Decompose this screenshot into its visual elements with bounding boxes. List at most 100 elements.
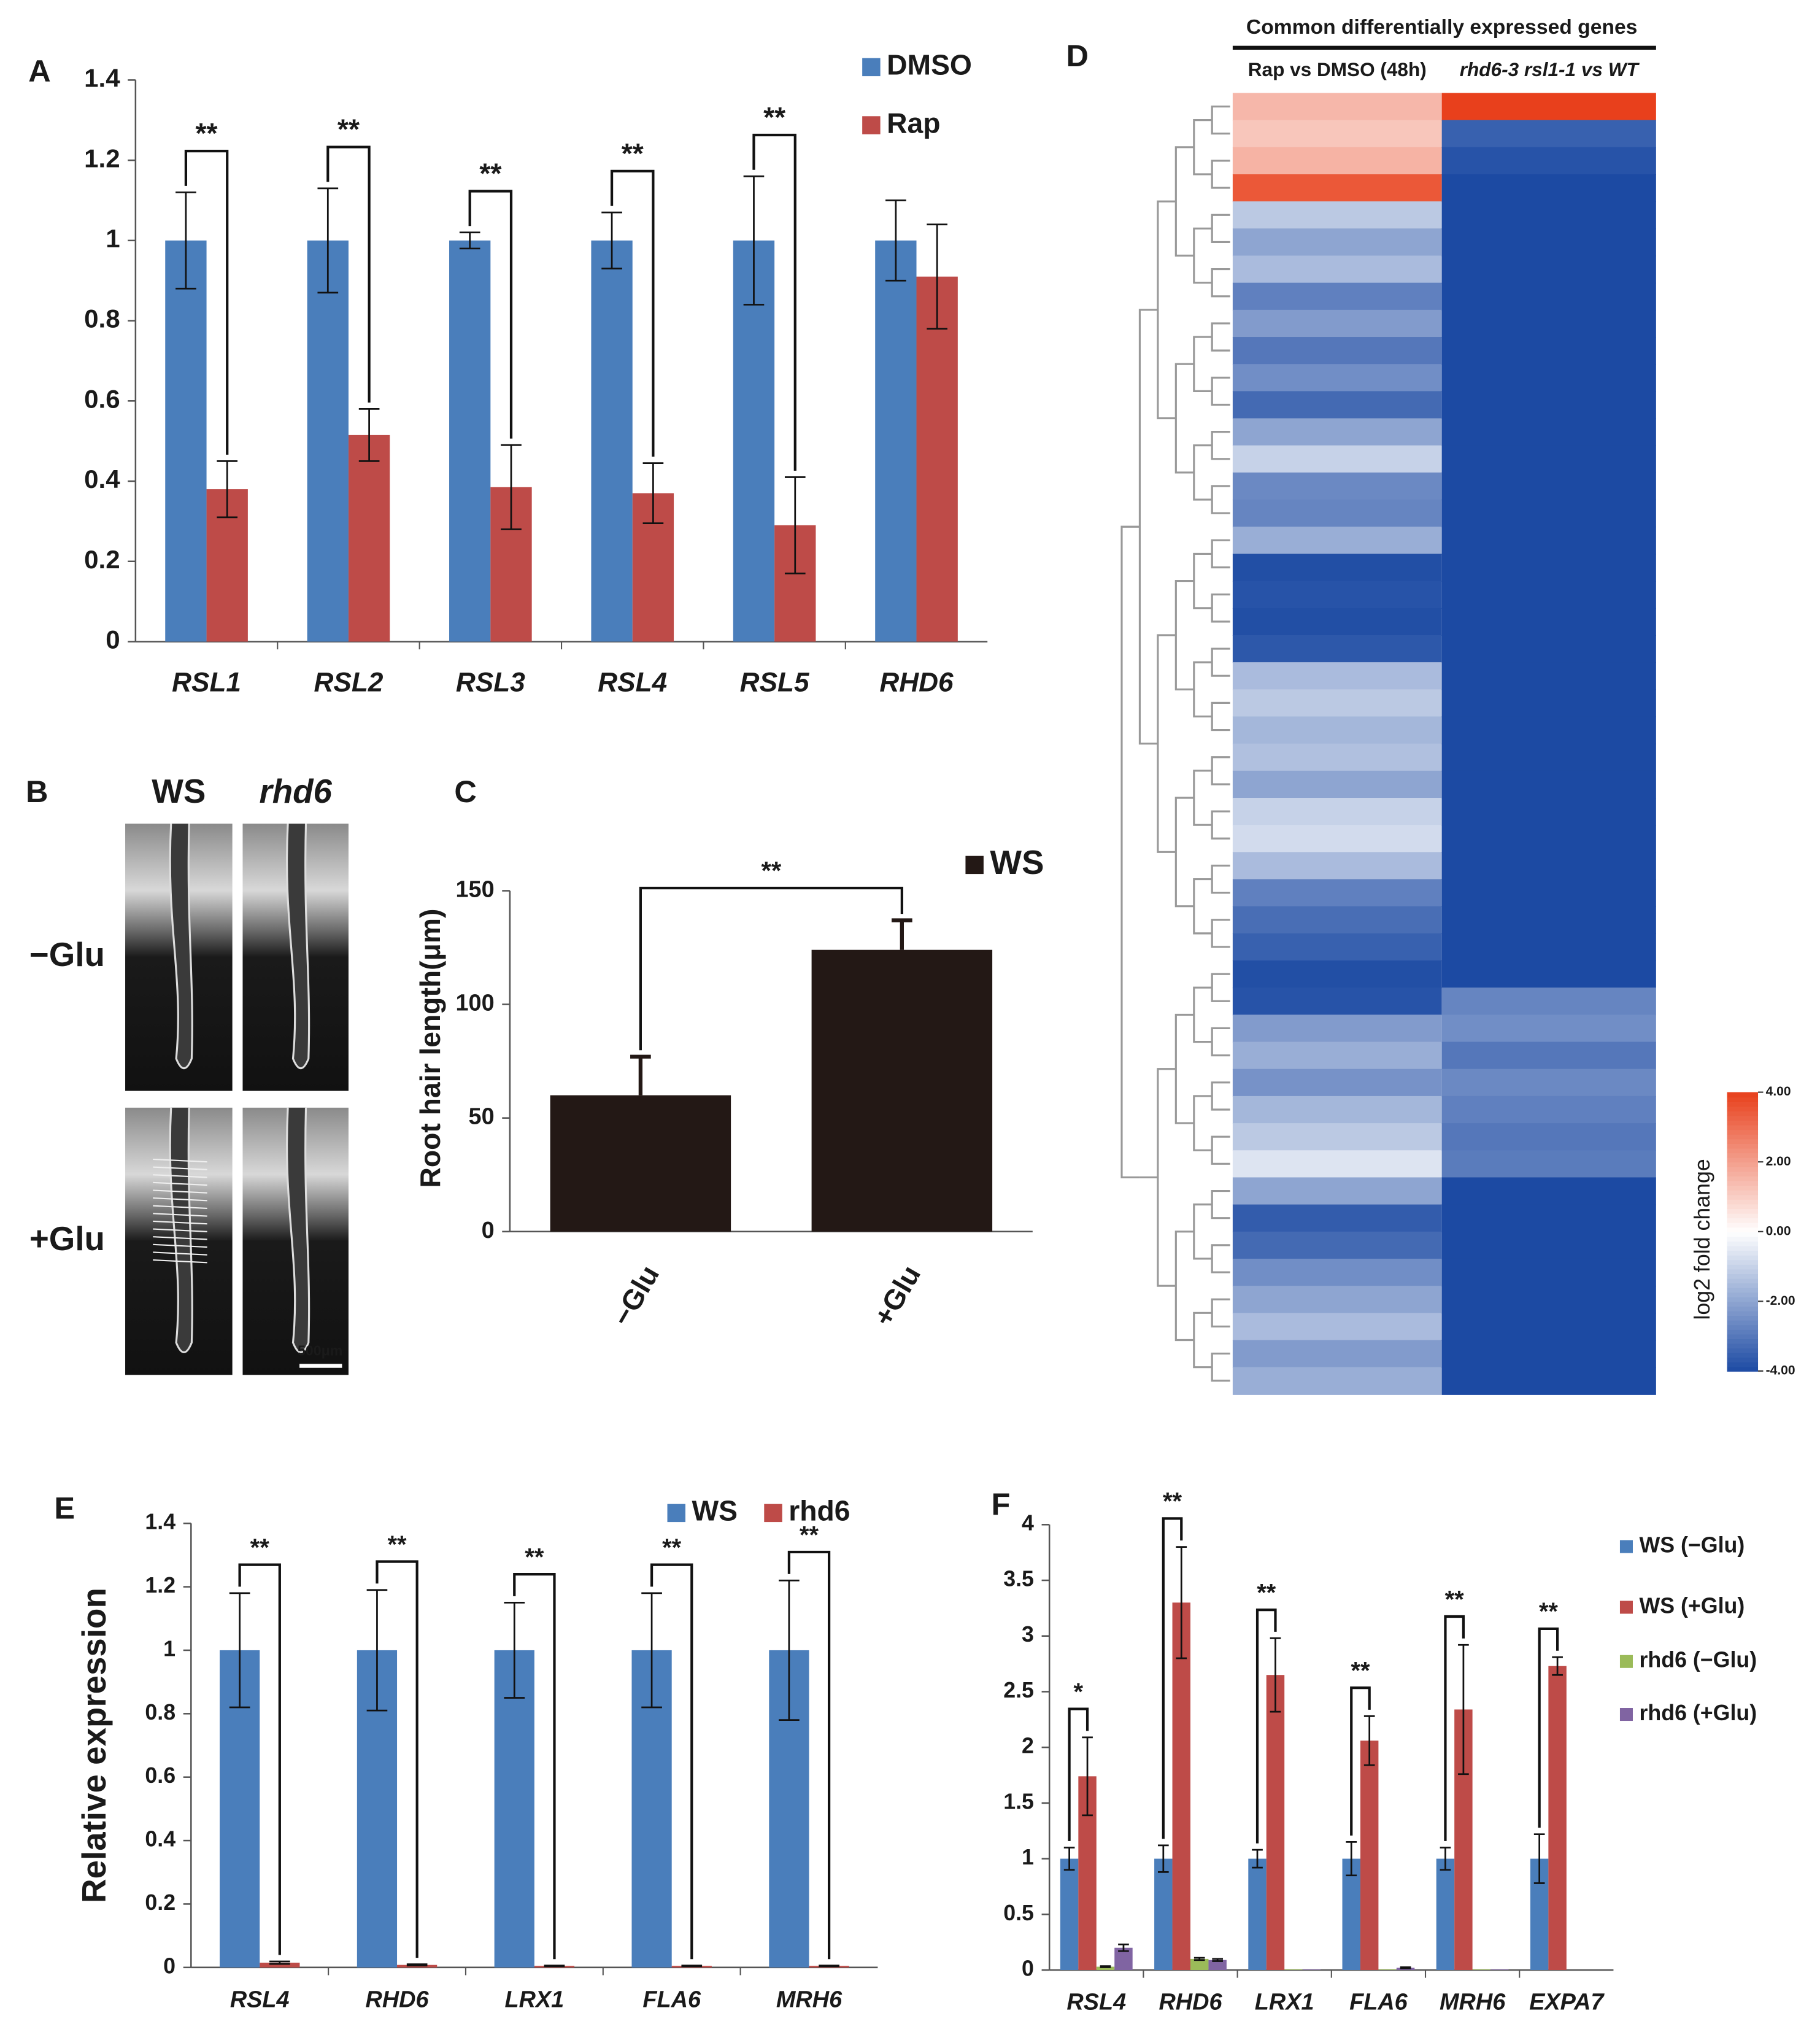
bar [1248,1858,1267,1971]
y-tick-label: 0.8 [145,1700,175,1725]
dendrogram [1211,160,1230,189]
heatmap-cell [1441,500,1656,528]
heatmap-cell [1441,1286,1656,1314]
x-tick-label: LRX1 [1255,1990,1314,2015]
x-tick-label: RHD6 [366,1987,430,2013]
x-tick-label: RSL4 [598,668,667,698]
column-label: WS [152,772,206,810]
dendrogram [1211,864,1230,894]
heatmap-cell [1441,554,1656,582]
x-tick-label: RSL4 [230,1987,290,2013]
colorbar-step [1727,1218,1759,1223]
y-tick-label: 4 [1022,1511,1034,1536]
root-hair [153,1189,207,1194]
heatmap-cell [1441,201,1656,230]
error-bar [501,444,522,530]
colorbar-step [1727,1101,1759,1107]
legend-swatch [667,1504,685,1523]
colorbar-step [1727,1213,1759,1219]
legend-label: WS [990,843,1044,881]
x-tick-label: MRH6 [1440,1990,1506,2015]
error-bar [1063,1847,1075,1871]
heatmap-cell [1441,1123,1656,1151]
colorbar-step [1727,1296,1759,1302]
heatmap-cell [1232,201,1442,230]
x-tick-label: RHD6 [1159,1990,1222,2015]
heatmap-cell [1441,581,1656,609]
bar [1342,1858,1360,1971]
heatmap-cell [1441,770,1656,799]
heatmap-cell [1232,1095,1442,1124]
colorbar-step [1727,1227,1759,1232]
heatmap-cell [1232,174,1442,203]
legend-label: DMSO [887,49,972,81]
scale-bar-label: 500μm [298,1343,342,1359]
heatmap-cell [1232,1204,1442,1232]
significance-bracket [1255,1608,1277,1844]
significance-bracket [787,1550,831,1960]
x-tick-label: −Glu [606,1260,665,1331]
dendrogram [1211,593,1230,623]
dendrogram [1174,1013,1194,1124]
heatmap-cell [1441,93,1656,121]
error-bar [1363,1715,1375,1766]
panel-label: B [26,774,48,809]
heatmap-cell [1232,933,1442,962]
colorbar-step [1727,1319,1759,1326]
x-tick-label: FLA6 [642,1987,701,2013]
heatmap-cell [1232,987,1442,1016]
heatmap-cell [1232,418,1442,446]
dendrogram [1174,363,1194,474]
error-bar [743,175,765,306]
bar [260,1963,300,1968]
colorbar-step [1727,1106,1759,1111]
heatmap-cell [1441,852,1656,880]
y-tick-label: 100 [455,991,494,1016]
y-tick-label: 0.6 [145,1763,175,1788]
significance-label: ** [763,101,785,133]
heatmap-cell [1441,1095,1656,1124]
y-tick-label: 2 [1022,1734,1034,1758]
legend-swatch [862,58,881,77]
heatmap-cell [1441,1014,1656,1043]
colorbar-step [1727,1292,1759,1297]
bar [1266,1675,1285,1971]
error-bar [175,191,196,290]
heatmap-cell [1441,608,1656,636]
y-tick-label: 0 [482,1218,495,1243]
heatmap-cell [1232,1313,1442,1341]
heatmap-cell [1441,255,1656,284]
colorbar-step [1727,1138,1759,1144]
heatmap-cell [1232,364,1442,392]
significance-bracket [238,1563,281,1955]
column-label: rhd6 [259,772,332,810]
significance-label: ** [1163,1488,1182,1515]
colorbar-step [1727,1120,1759,1126]
heatmap-cell [1441,1313,1656,1341]
significance-bracket [1350,1686,1371,1836]
dendrogram [1174,797,1194,908]
root [286,1107,310,1353]
bar [1548,1666,1567,1971]
heatmap-cell [1441,879,1656,907]
y-tick-label: 1 [106,224,120,253]
significance-bracket [184,150,229,455]
y-tick-label: 1 [1022,1845,1034,1869]
colorbar-step [1727,1250,1759,1256]
significance-bracket [468,190,513,439]
column-label: rhd6-3 rsl1-1 vs WT [1460,58,1640,80]
x-tick-label: RSL4 [1066,1990,1126,2015]
error-bar [1082,1736,1093,1817]
y-tick-label: 0 [1022,1956,1034,1980]
significance-label: ** [337,114,360,145]
root-hair [153,1174,207,1178]
colorbar-step [1727,1278,1759,1284]
colorbar-step [1727,1153,1759,1158]
y-tick-label: 1.2 [84,144,120,172]
heatmap-cell [1441,1177,1656,1205]
colorbar-step [1727,1199,1759,1205]
error-bar [1212,1958,1224,1962]
y-tick-label: 1.4 [84,64,120,93]
heatmap-cell [1232,635,1442,663]
